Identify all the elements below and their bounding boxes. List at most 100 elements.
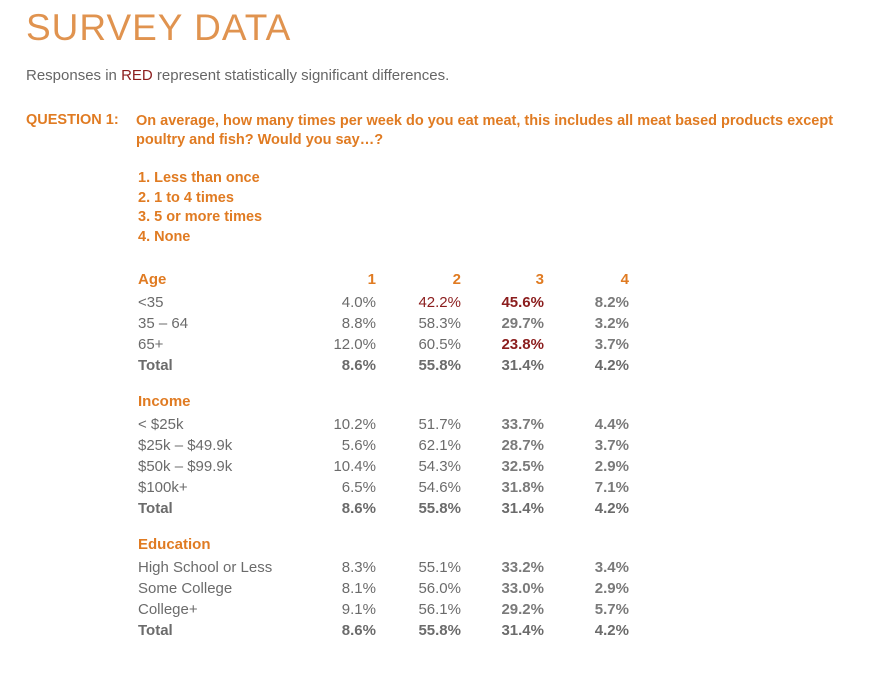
value-cell: 33.2%: [501, 559, 544, 576]
total-value-cell: 8.6%: [341, 357, 376, 374]
section-spacer: [136, 519, 631, 533]
significant-value-cell: 45.6%: [501, 294, 544, 311]
table-row: $50k – $99.9k 10.4% 54.3% 32.5% 2.9%: [136, 456, 631, 477]
value-cell: 33.7%: [501, 416, 544, 433]
subtitle-prefix: Responses in: [26, 67, 122, 84]
row-label: < $25k: [138, 416, 184, 433]
value-cell: 8.8%: [341, 315, 376, 332]
subtitle-suffix: represent statistically significant diff…: [152, 67, 450, 84]
row-label: Some College: [138, 580, 233, 597]
column-header: 2: [452, 271, 461, 288]
table-row: College+ 9.1% 56.1% 29.2% 5.7%: [136, 599, 631, 620]
total-value-cell: 55.8%: [418, 500, 461, 517]
value-cell: 4.0%: [341, 294, 376, 311]
table-row: <35 4.0% 42.2% 45.6% 8.2%: [136, 292, 631, 313]
table-row: 35 – 64 8.8% 58.3% 29.7% 3.2%: [136, 313, 631, 334]
column-header: 3: [535, 271, 544, 288]
column-header: 1: [367, 271, 376, 288]
significant-value-cell: 23.8%: [501, 336, 544, 353]
total-value-cell: 55.8%: [418, 357, 461, 374]
section-spacer-cell: [136, 519, 631, 533]
value-cell: 33.0%: [501, 580, 544, 597]
question-label: QUESTION 1:: [26, 112, 119, 128]
value-cell: 56.1%: [418, 601, 461, 618]
answer-option: 4. None: [138, 228, 191, 245]
total-value-cell: 8.6%: [341, 622, 376, 639]
column-header: [320, 390, 378, 414]
value-cell: 32.5%: [501, 458, 544, 475]
table-row: 65+ 12.0% 60.5% 23.8% 3.7%: [136, 334, 631, 355]
significant-value-cell: 42.2%: [418, 294, 461, 311]
answer-option: 3. 5 or more times: [138, 209, 263, 225]
value-cell: 29.2%: [501, 601, 544, 618]
value-cell: 5.7%: [594, 601, 629, 618]
column-header: [320, 533, 378, 557]
row-label: High School or Less: [138, 559, 273, 576]
value-cell: 54.3%: [418, 458, 461, 475]
subtitle: Responses in RED represent statistically…: [26, 67, 449, 84]
value-cell: 3.4%: [594, 559, 629, 576]
value-cell: 9.1%: [341, 601, 376, 618]
value-cell: 60.5%: [418, 336, 461, 353]
value-cell: 4.4%: [594, 416, 629, 433]
value-cell: 8.1%: [341, 580, 376, 597]
total-value-cell: 31.4%: [501, 357, 544, 374]
value-cell: 3.2%: [594, 315, 629, 332]
page-title: SURVEY DATA: [26, 7, 292, 48]
row-label: 65+: [138, 336, 164, 353]
value-cell: 8.3%: [341, 559, 376, 576]
value-cell: 29.7%: [501, 315, 544, 332]
value-cell: 3.7%: [594, 336, 629, 353]
value-cell: 55.1%: [418, 559, 461, 576]
answer-option: 1. Less than once: [138, 170, 260, 186]
value-cell: 62.1%: [418, 437, 461, 454]
row-label: $50k – $99.9k: [138, 458, 233, 475]
question-text: On average, how many times per week do y…: [136, 113, 834, 148]
row-label: $100k+: [138, 479, 188, 496]
row-label: <35: [138, 294, 164, 311]
table-row: $100k+ 6.5% 54.6% 31.8% 7.1%: [136, 477, 631, 498]
total-value-cell: 8.6%: [341, 500, 376, 517]
value-cell: 56.0%: [418, 580, 461, 597]
value-cell: 54.6%: [418, 479, 461, 496]
subtitle-red-word: RED: [121, 67, 153, 84]
total-value-cell: 55.8%: [418, 622, 461, 639]
section-header-row: Education: [136, 533, 631, 557]
section-header-row: Age 1 2 3 4: [136, 268, 631, 292]
row-label: $25k – $49.9k: [138, 437, 233, 454]
value-cell: 10.4%: [333, 458, 376, 475]
total-value-cell: 4.2%: [594, 357, 629, 374]
total-value-cell: 4.2%: [594, 622, 629, 639]
value-cell: 5.6%: [341, 437, 376, 454]
value-cell: 7.1%: [594, 479, 629, 496]
total-label: Total: [138, 622, 173, 639]
column-header: 4: [620, 271, 629, 288]
section-heading: Education: [138, 536, 211, 553]
survey-results-table: Age 1 2 3 4 <35 4.0% 42.2% 45.6% 8.2% 35 – 64 8.8% 5…: [136, 268, 631, 641]
table-row: < $25k 10.2% 51.7% 33.7% 4.4%: [136, 414, 631, 435]
column-header: [546, 390, 631, 414]
value-cell: 51.7%: [418, 416, 461, 433]
value-cell: 2.9%: [594, 580, 629, 597]
table-row: Some College 8.1% 56.0% 33.0% 2.9%: [136, 578, 631, 599]
section-heading: Age: [138, 271, 167, 288]
section-spacer: [136, 376, 631, 390]
total-value-cell: 4.2%: [594, 500, 629, 517]
section-spacer-cell: [136, 376, 631, 390]
column-header: [378, 390, 463, 414]
value-cell: 3.7%: [594, 437, 629, 454]
value-cell: 6.5%: [341, 479, 376, 496]
value-cell: 8.2%: [594, 294, 629, 311]
section-header-row: Income: [136, 390, 631, 414]
row-label: 35 – 64: [138, 315, 189, 332]
total-value-cell: 31.4%: [501, 500, 544, 517]
value-cell: 28.7%: [501, 437, 544, 454]
table-row: High School or Less 8.3% 55.1% 33.2% 3.4%: [136, 557, 631, 578]
table-row: $25k – $49.9k 5.6% 62.1% 28.7% 3.7%: [136, 435, 631, 456]
total-label: Total: [138, 357, 173, 374]
column-header: [463, 390, 546, 414]
section-heading: Income: [138, 393, 191, 410]
total-value-cell: 31.4%: [501, 622, 544, 639]
total-row: Total 8.6% 55.8% 31.4% 4.2%: [136, 355, 631, 376]
value-cell: 31.8%: [501, 479, 544, 496]
